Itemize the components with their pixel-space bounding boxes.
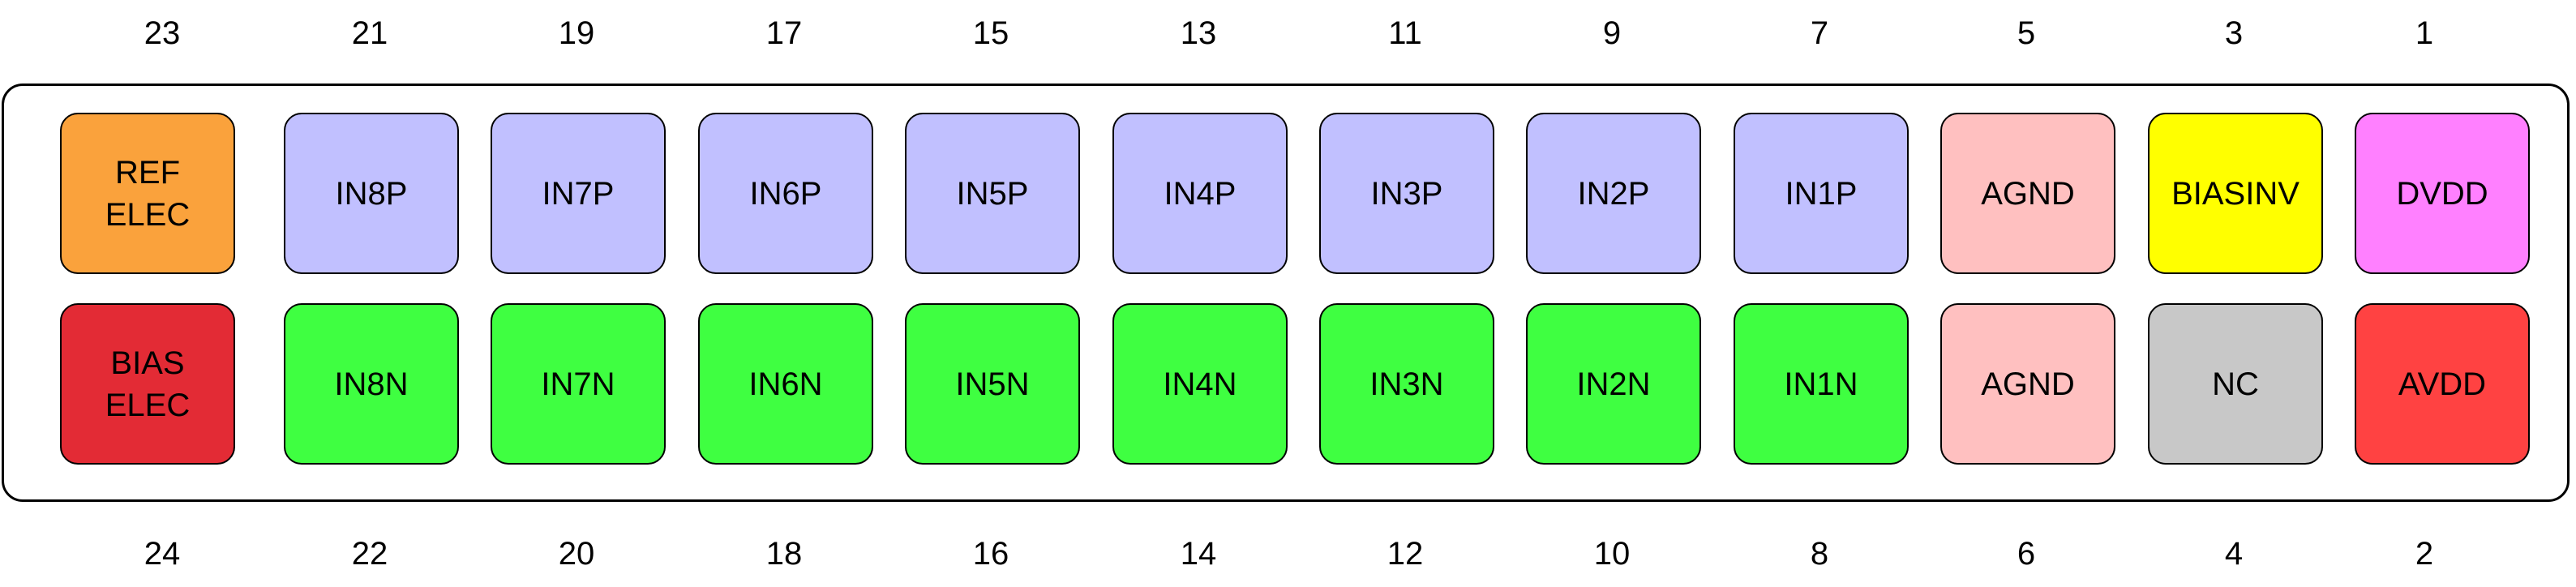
pin-box-in7n: IN7N xyxy=(491,303,666,465)
pin-box-in4p: IN4P xyxy=(1112,113,1288,274)
pin-box-nc: NC xyxy=(2148,303,2323,465)
pin-box-bias-elec: BIAS ELEC xyxy=(60,303,235,465)
pin-number-11: 11 xyxy=(1388,15,1422,51)
pin-number-22: 22 xyxy=(351,536,388,572)
pin-box-avdd: AVDD xyxy=(2355,303,2530,465)
pin-box-dvdd: DVDD xyxy=(2355,113,2530,274)
pin-number-8: 8 xyxy=(1810,536,1829,572)
pin-box-in2n: IN2N xyxy=(1526,303,1701,465)
pin-number-3: 3 xyxy=(2224,15,2244,51)
pin-box-in2p: IN2P xyxy=(1526,113,1701,274)
pin-number-24: 24 xyxy=(144,536,181,572)
pin-box-in6p: IN6P xyxy=(698,113,873,274)
pin-box-agnd-top: AGND xyxy=(1940,113,2115,274)
pin-number-19: 19 xyxy=(558,15,595,51)
pin-box-biasinv: BIASINV xyxy=(2148,113,2323,274)
pin-number-15: 15 xyxy=(972,15,1009,51)
pin-box-in5p: IN5P xyxy=(905,113,1080,274)
pin-box-in8n: IN8N xyxy=(284,303,459,465)
pin-box-in3n: IN3N xyxy=(1319,303,1494,465)
pin-box-in3p: IN3P xyxy=(1319,113,1494,274)
pin-number-14: 14 xyxy=(1180,536,1217,572)
pin-number-7: 7 xyxy=(1810,15,1829,51)
pin-number-16: 16 xyxy=(972,536,1009,572)
pin-box-in8p: IN8P xyxy=(284,113,459,274)
pin-number-23: 23 xyxy=(144,15,181,51)
pin-number-6: 6 xyxy=(2017,536,2036,572)
pin-number-1: 1 xyxy=(2415,15,2434,51)
pin-box-in5n: IN5N xyxy=(905,303,1080,465)
pin-box-in1p: IN1P xyxy=(1734,113,1909,274)
pin-box-in6n: IN6N xyxy=(698,303,873,465)
pin-number-4: 4 xyxy=(2224,536,2244,572)
pin-number-17: 17 xyxy=(765,15,803,51)
pin-number-18: 18 xyxy=(765,536,803,572)
pin-box-agnd-bottom: AGND xyxy=(1940,303,2115,465)
pin-number-5: 5 xyxy=(2017,15,2036,51)
pin-box-ref-elec: REF ELEC xyxy=(60,113,235,274)
pin-number-21: 21 xyxy=(351,15,388,51)
pin-number-12: 12 xyxy=(1387,536,1424,572)
pin-box-in7p: IN7P xyxy=(491,113,666,274)
pin-number-20: 20 xyxy=(558,536,595,572)
pin-number-9: 9 xyxy=(1602,15,1622,51)
pin-number-13: 13 xyxy=(1180,15,1217,51)
pin-number-10: 10 xyxy=(1593,536,1631,572)
pin-number-2: 2 xyxy=(2415,536,2434,572)
pin-box-in1n: IN1N xyxy=(1734,303,1909,465)
pin-box-in4n: IN4N xyxy=(1112,303,1288,465)
